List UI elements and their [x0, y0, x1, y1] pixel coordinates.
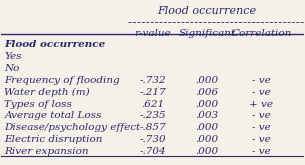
Text: .003: .003: [195, 111, 218, 120]
Text: .000: .000: [195, 99, 218, 109]
Text: .000: .000: [195, 76, 218, 85]
Text: Disease/psychology effect: Disease/psychology effect: [4, 123, 141, 132]
Text: - ve: - ve: [252, 147, 271, 156]
Text: Correlation: Correlation: [231, 29, 291, 38]
Text: - ve: - ve: [252, 123, 271, 132]
Text: .006: .006: [195, 88, 218, 97]
Text: -.235: -.235: [139, 111, 166, 120]
Text: - ve: - ve: [252, 88, 271, 97]
Text: -.732: -.732: [139, 76, 166, 85]
Text: No: No: [4, 64, 20, 73]
Text: -.730: -.730: [139, 135, 166, 144]
Text: .621: .621: [141, 99, 164, 109]
Text: Frequency of flooding: Frequency of flooding: [4, 76, 120, 85]
Text: - ve: - ve: [252, 76, 271, 85]
Text: -.704: -.704: [139, 147, 166, 156]
Text: -.857: -.857: [139, 123, 166, 132]
Text: r-value: r-value: [134, 29, 171, 38]
Text: .000: .000: [195, 147, 218, 156]
Text: Water depth (m): Water depth (m): [4, 88, 90, 97]
Text: River expansion: River expansion: [4, 147, 89, 156]
Text: Significant: Significant: [178, 29, 235, 38]
Text: .000: .000: [195, 135, 218, 144]
Text: Average total Loss: Average total Loss: [4, 111, 102, 120]
Text: + ve: + ve: [249, 99, 273, 109]
Text: Yes: Yes: [4, 52, 22, 61]
Text: - ve: - ve: [252, 135, 271, 144]
Text: -.217: -.217: [139, 88, 166, 97]
Text: - ve: - ve: [252, 111, 271, 120]
Text: Types of loss: Types of loss: [4, 99, 72, 109]
Text: Flood occurrence: Flood occurrence: [4, 40, 106, 49]
Text: Electric disruption: Electric disruption: [4, 135, 103, 144]
Text: .000: .000: [195, 123, 218, 132]
Text: Flood occurrence: Flood occurrence: [157, 6, 257, 16]
